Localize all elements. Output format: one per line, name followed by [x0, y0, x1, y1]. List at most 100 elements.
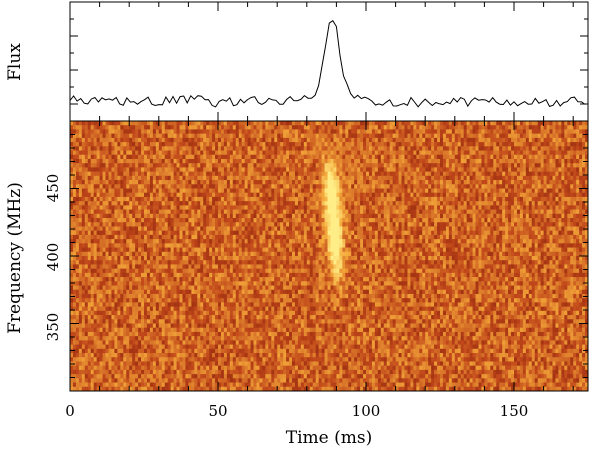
heatmap-cell: [105, 125, 110, 131]
heatmap-cell: [351, 137, 355, 143]
heatmap-cell: [194, 196, 198, 202]
heatmap-cell: [407, 150, 411, 156]
heatmap-cell: [108, 184, 113, 190]
heatmap-cell: [155, 146, 160, 152]
heatmap-cell: [176, 125, 181, 131]
heatmap-cell: [561, 175, 565, 181]
heatmap-cell: [440, 167, 444, 173]
heatmap-cell: [342, 218, 346, 223]
heatmap-cell: [315, 218, 320, 223]
heatmap-cell: [540, 213, 545, 219]
heatmap-cell: [200, 129, 204, 135]
heatmap-cell: [404, 213, 409, 219]
heatmap-cell: [93, 142, 98, 147]
heatmap-cell: [576, 192, 580, 198]
heatmap-cell: [490, 180, 494, 185]
heatmap-cell: [209, 121, 213, 126]
heatmap-cell: [84, 188, 89, 194]
heatmap-cell: [294, 192, 299, 198]
heatmap-cell: [496, 213, 500, 219]
heatmap-cell: [374, 154, 379, 160]
heatmap-cell: [531, 167, 536, 173]
heatmap-cell: [321, 184, 326, 190]
heatmap-cell: [555, 205, 559, 211]
heatmap-cell: [537, 121, 542, 126]
heatmap-cell: [108, 196, 113, 202]
heatmap-cell: [514, 213, 518, 219]
heatmap-cell: [123, 133, 127, 139]
heatmap-cell: [508, 137, 512, 143]
heatmap-cell: [487, 142, 491, 147]
heatmap-cell: [262, 192, 266, 198]
heatmap-cell: [419, 213, 423, 219]
heatmap-cell: [419, 150, 423, 156]
heatmap-cell: [297, 163, 302, 169]
heatmap-cell: [87, 226, 92, 232]
heatmap-cell: [78, 167, 83, 173]
heatmap-cell: [126, 129, 130, 135]
heatmap-cell: [170, 213, 175, 219]
heatmap-cell: [463, 201, 468, 206]
heatmap-cell: [138, 129, 142, 135]
heatmap-cell: [336, 205, 340, 211]
heatmap-cell: [540, 218, 545, 223]
heatmap-cell: [138, 218, 142, 223]
heatmap-cell: [457, 213, 462, 219]
heatmap-cell: [238, 222, 243, 228]
heatmap-cell: [194, 167, 198, 173]
heatmap-cell: [256, 163, 261, 169]
heatmap-cell: [229, 125, 234, 131]
heatmap-cell: [303, 158, 308, 164]
heatmap-cell: [416, 171, 420, 177]
heatmap-cell: [549, 213, 554, 219]
heatmap-cell: [558, 158, 562, 164]
heatmap-cell: [191, 205, 195, 211]
heatmap-cell: [505, 121, 509, 126]
heatmap-cell: [398, 222, 403, 228]
heatmap-cell: [120, 146, 124, 152]
heatmap-cell: [573, 171, 577, 177]
heatmap-cell: [135, 167, 139, 173]
heatmap-cell: [312, 158, 317, 164]
heatmap-cell: [469, 196, 474, 202]
heatmap-cell: [70, 213, 74, 219]
heatmap-cell: [129, 142, 133, 147]
heatmap-cell: [508, 125, 512, 131]
heatmap-cell: [206, 125, 210, 131]
heatmap-cell: [389, 213, 394, 219]
heatmap-cell: [351, 180, 355, 185]
heatmap-cell: [99, 226, 104, 232]
heatmap-cell: [516, 209, 521, 215]
heatmap-cell: [96, 137, 101, 143]
heatmap-cell: [567, 142, 571, 147]
heatmap-cell: [445, 142, 450, 147]
heatmap-cell: [212, 125, 216, 131]
heatmap-cell: [395, 167, 400, 173]
heatmap-cell: [407, 205, 411, 211]
heatmap-cell: [206, 196, 210, 202]
heatmap-cell: [555, 171, 559, 177]
heatmap-cell: [105, 180, 110, 185]
heatmap-cell: [289, 201, 293, 206]
heatmap-cell: [84, 129, 89, 135]
heatmap-cell: [81, 201, 86, 206]
heatmap-cell: [546, 175, 551, 181]
heatmap-cell: [528, 213, 533, 219]
heatmap-cell: [502, 150, 506, 156]
heatmap-cell: [135, 205, 139, 211]
heatmap-cell: [549, 167, 554, 173]
heatmap-cell: [448, 129, 453, 135]
heatmap-cell: [499, 218, 503, 223]
heatmap-cell: [351, 158, 355, 164]
heatmap-cell: [185, 171, 189, 177]
heatmap-cell: [428, 180, 432, 185]
heatmap-cell: [141, 218, 145, 223]
heatmap-cell: [72, 209, 77, 215]
heatmap-cell: [475, 188, 480, 194]
heatmap-cell: [292, 201, 296, 206]
heatmap-cell: [102, 154, 107, 160]
heatmap-cell: [582, 154, 586, 160]
heatmap-cell: [179, 121, 184, 126]
heatmap-cell: [274, 188, 278, 194]
heatmap-cell: [348, 213, 352, 219]
